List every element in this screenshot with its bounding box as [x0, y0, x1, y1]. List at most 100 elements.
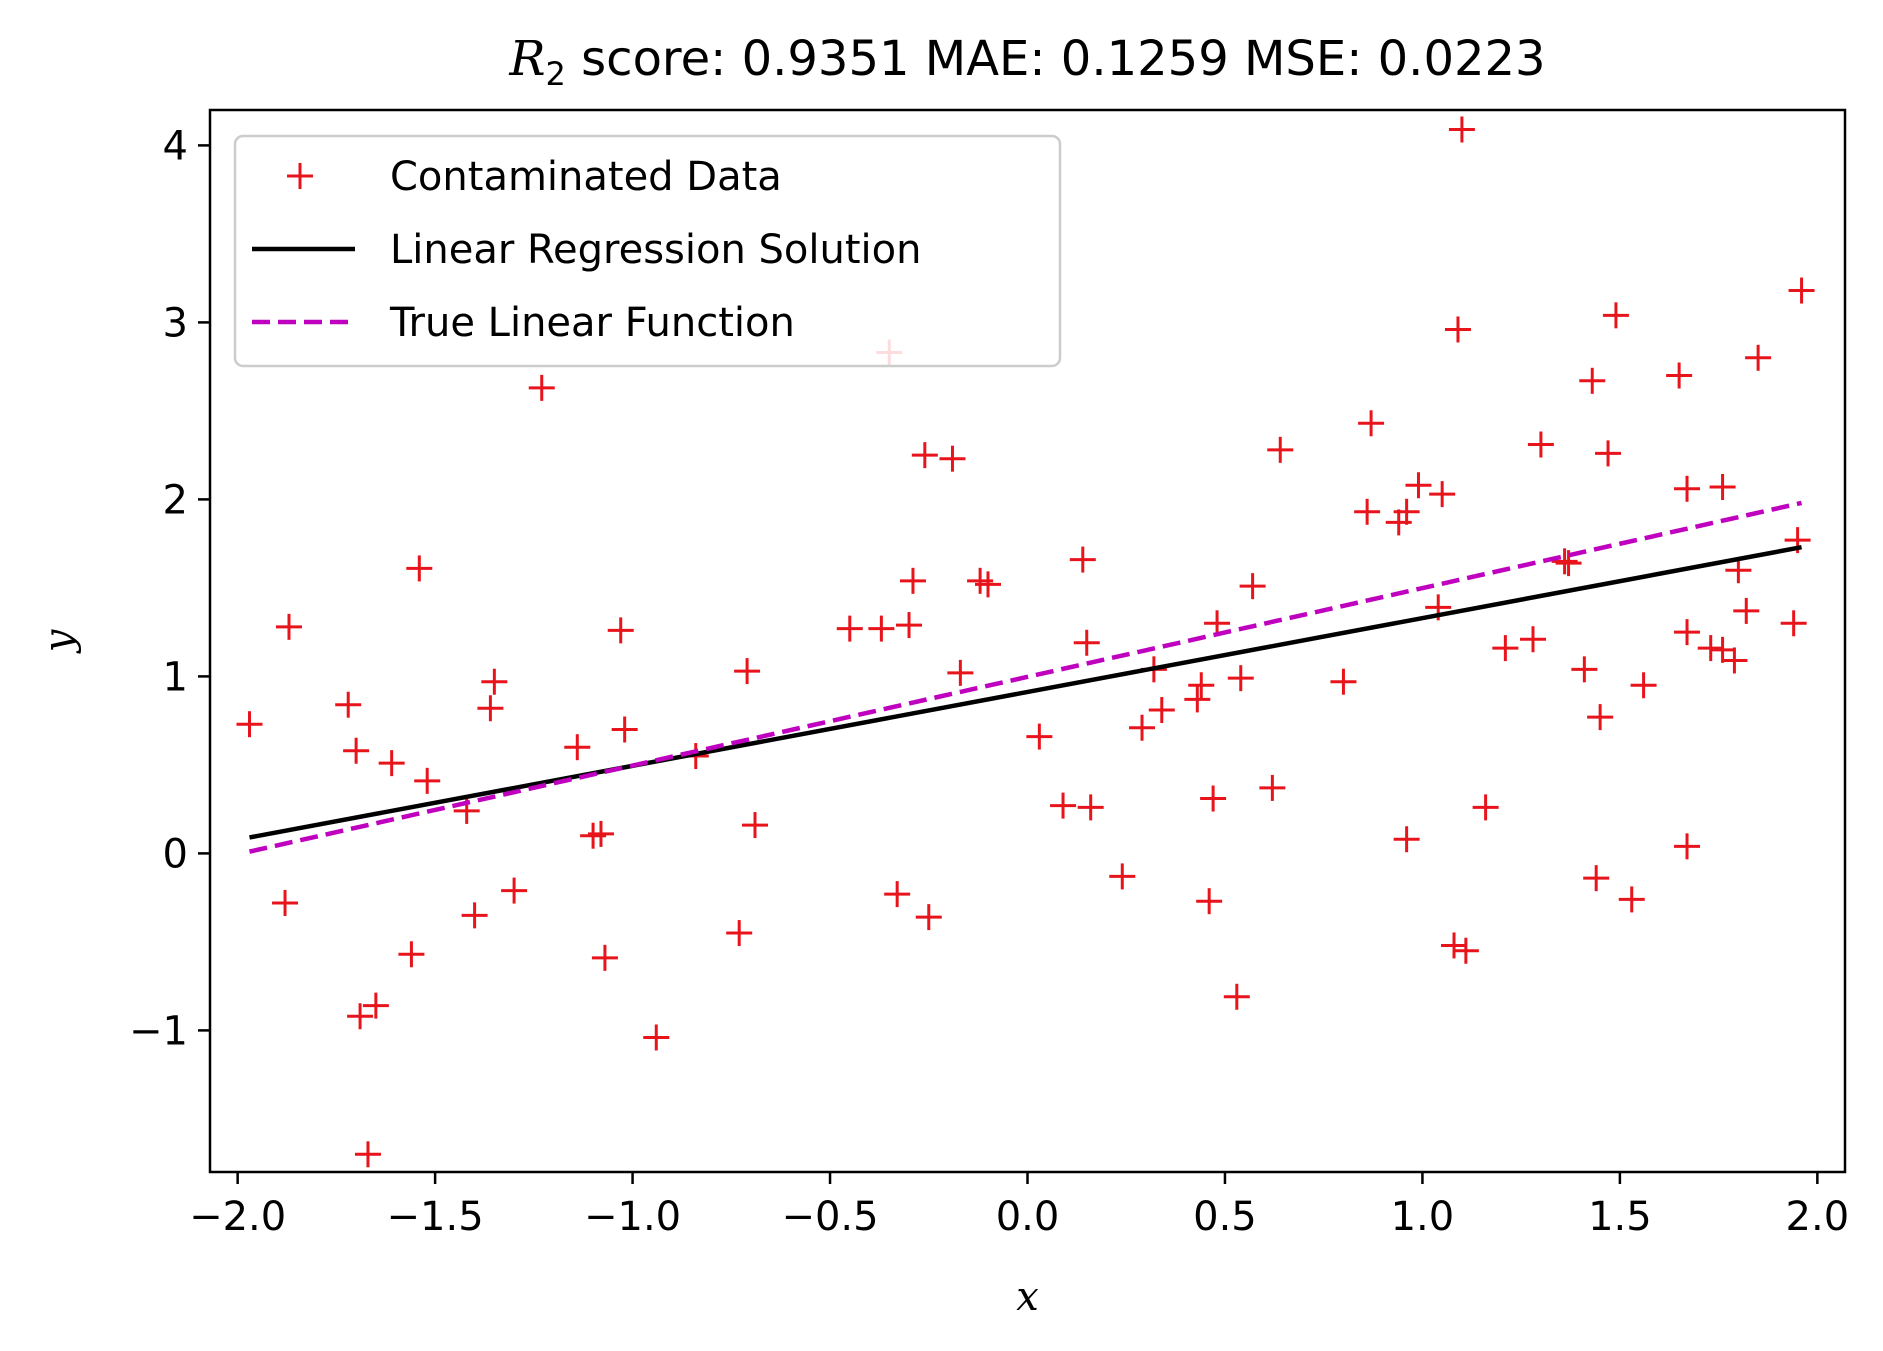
series-layer — [236, 116, 1815, 1168]
data-point — [1227, 665, 1254, 692]
axes-frame — [208, 108, 1847, 1174]
data-point — [564, 734, 591, 761]
data-point — [1674, 619, 1701, 646]
data-point — [335, 691, 362, 718]
data-point — [1184, 686, 1211, 713]
data-point — [1188, 672, 1215, 699]
data-point — [1405, 472, 1432, 499]
data-point — [611, 716, 638, 743]
y-tick-label: 4 — [163, 123, 188, 169]
data-point — [1073, 629, 1100, 656]
legend: Contaminated Data Linear Regression Solut… — [233, 134, 1062, 368]
data-point — [1077, 794, 1104, 821]
data-point — [899, 567, 926, 594]
data-point — [591, 944, 618, 971]
data-point — [1492, 635, 1519, 662]
data-point — [362, 992, 389, 1019]
data-point — [1780, 610, 1807, 637]
x-tick-label: 1.0 — [1391, 1194, 1455, 1240]
title-subscript: 2 — [546, 55, 566, 93]
data-point — [1267, 436, 1294, 463]
data-point — [1630, 672, 1657, 699]
data-point — [1674, 475, 1701, 502]
data-point — [1709, 636, 1736, 663]
data-point — [1429, 481, 1456, 508]
title-metrics: score: 0.9351 MAE: 0.1259 MSE: 0.0223 — [566, 31, 1546, 87]
data-point — [406, 555, 433, 582]
data-point — [1725, 557, 1752, 584]
x-tick-label: −1.5 — [387, 1194, 484, 1240]
data-point — [378, 750, 405, 777]
data-point — [481, 668, 508, 695]
data-point — [501, 877, 528, 904]
data-point — [236, 711, 263, 738]
data-point — [975, 571, 1002, 598]
title-r: R — [508, 31, 545, 87]
axes-ticks: −2.0 −1.5 −1.0 −0.5 0.0 0.5 1.0 1.5 2.0 −1 0 1 2 3 4 — [129, 123, 1849, 1240]
data-point — [1618, 886, 1645, 913]
data-point — [1129, 714, 1156, 741]
y-tick-label: 0 — [163, 831, 188, 877]
data-point — [1050, 792, 1077, 819]
data-point — [343, 737, 370, 764]
data-point — [1472, 794, 1499, 821]
data-point — [347, 1003, 374, 1030]
y-tick-label: 1 — [163, 654, 188, 700]
y-axis-label: y — [36, 628, 82, 654]
data-point — [414, 767, 441, 794]
data-point — [915, 904, 942, 931]
x-axis-label: x — [1016, 1274, 1039, 1320]
true-function-line — [248, 500, 1803, 854]
data-point — [1441, 932, 1468, 959]
data-point — [939, 445, 966, 472]
data-point — [1148, 697, 1175, 724]
x-tick-label: 2.0 — [1786, 1194, 1850, 1240]
data-point — [643, 1024, 670, 1051]
data-point — [911, 442, 938, 469]
data-point — [734, 658, 761, 685]
data-point — [1330, 668, 1357, 695]
data-point — [477, 695, 504, 722]
legend-label: Contaminated Data — [390, 154, 782, 200]
data-point — [1520, 626, 1547, 653]
data-point — [275, 613, 302, 640]
data-point — [1666, 362, 1693, 389]
data-point — [742, 812, 768, 839]
data-point — [587, 820, 614, 847]
data-point — [868, 615, 895, 642]
data-point — [1788, 277, 1815, 304]
data-point — [1583, 865, 1610, 892]
data-point — [1452, 937, 1479, 964]
data-point — [1674, 833, 1701, 860]
x-tick-label: −2.0 — [189, 1194, 286, 1240]
legend-label: Linear Regression Solution — [390, 227, 921, 273]
data-point — [836, 615, 863, 642]
data-point — [1196, 888, 1223, 915]
data-point — [1393, 826, 1420, 853]
data-point — [461, 902, 488, 929]
x-tick-label: 1.5 — [1588, 1194, 1652, 1240]
data-point — [1259, 774, 1286, 801]
data-point — [528, 374, 555, 401]
data-point — [272, 889, 299, 916]
data-point — [1745, 344, 1772, 371]
data-point — [1709, 474, 1736, 501]
data-point — [1354, 498, 1381, 525]
data-point — [1358, 410, 1385, 437]
legend-item: Linear Regression Solution — [252, 227, 921, 273]
chart-title: R2 score: 0.9351 MAE: 0.1259 MSE: 0.0223 — [508, 31, 1545, 93]
x-tick-label: −0.5 — [781, 1194, 878, 1240]
data-point — [398, 941, 425, 968]
y-tick-label: 3 — [163, 300, 188, 346]
data-point — [1069, 546, 1096, 573]
data-point — [1239, 573, 1266, 600]
data-point — [607, 617, 634, 644]
legend-item: Contaminated Data — [287, 154, 782, 200]
data-point — [1444, 316, 1471, 343]
data-point — [896, 612, 923, 639]
data-point — [1223, 983, 1250, 1010]
legend-item: True Linear Function — [252, 300, 795, 346]
data-point — [1602, 302, 1629, 329]
data-point — [1527, 431, 1554, 458]
